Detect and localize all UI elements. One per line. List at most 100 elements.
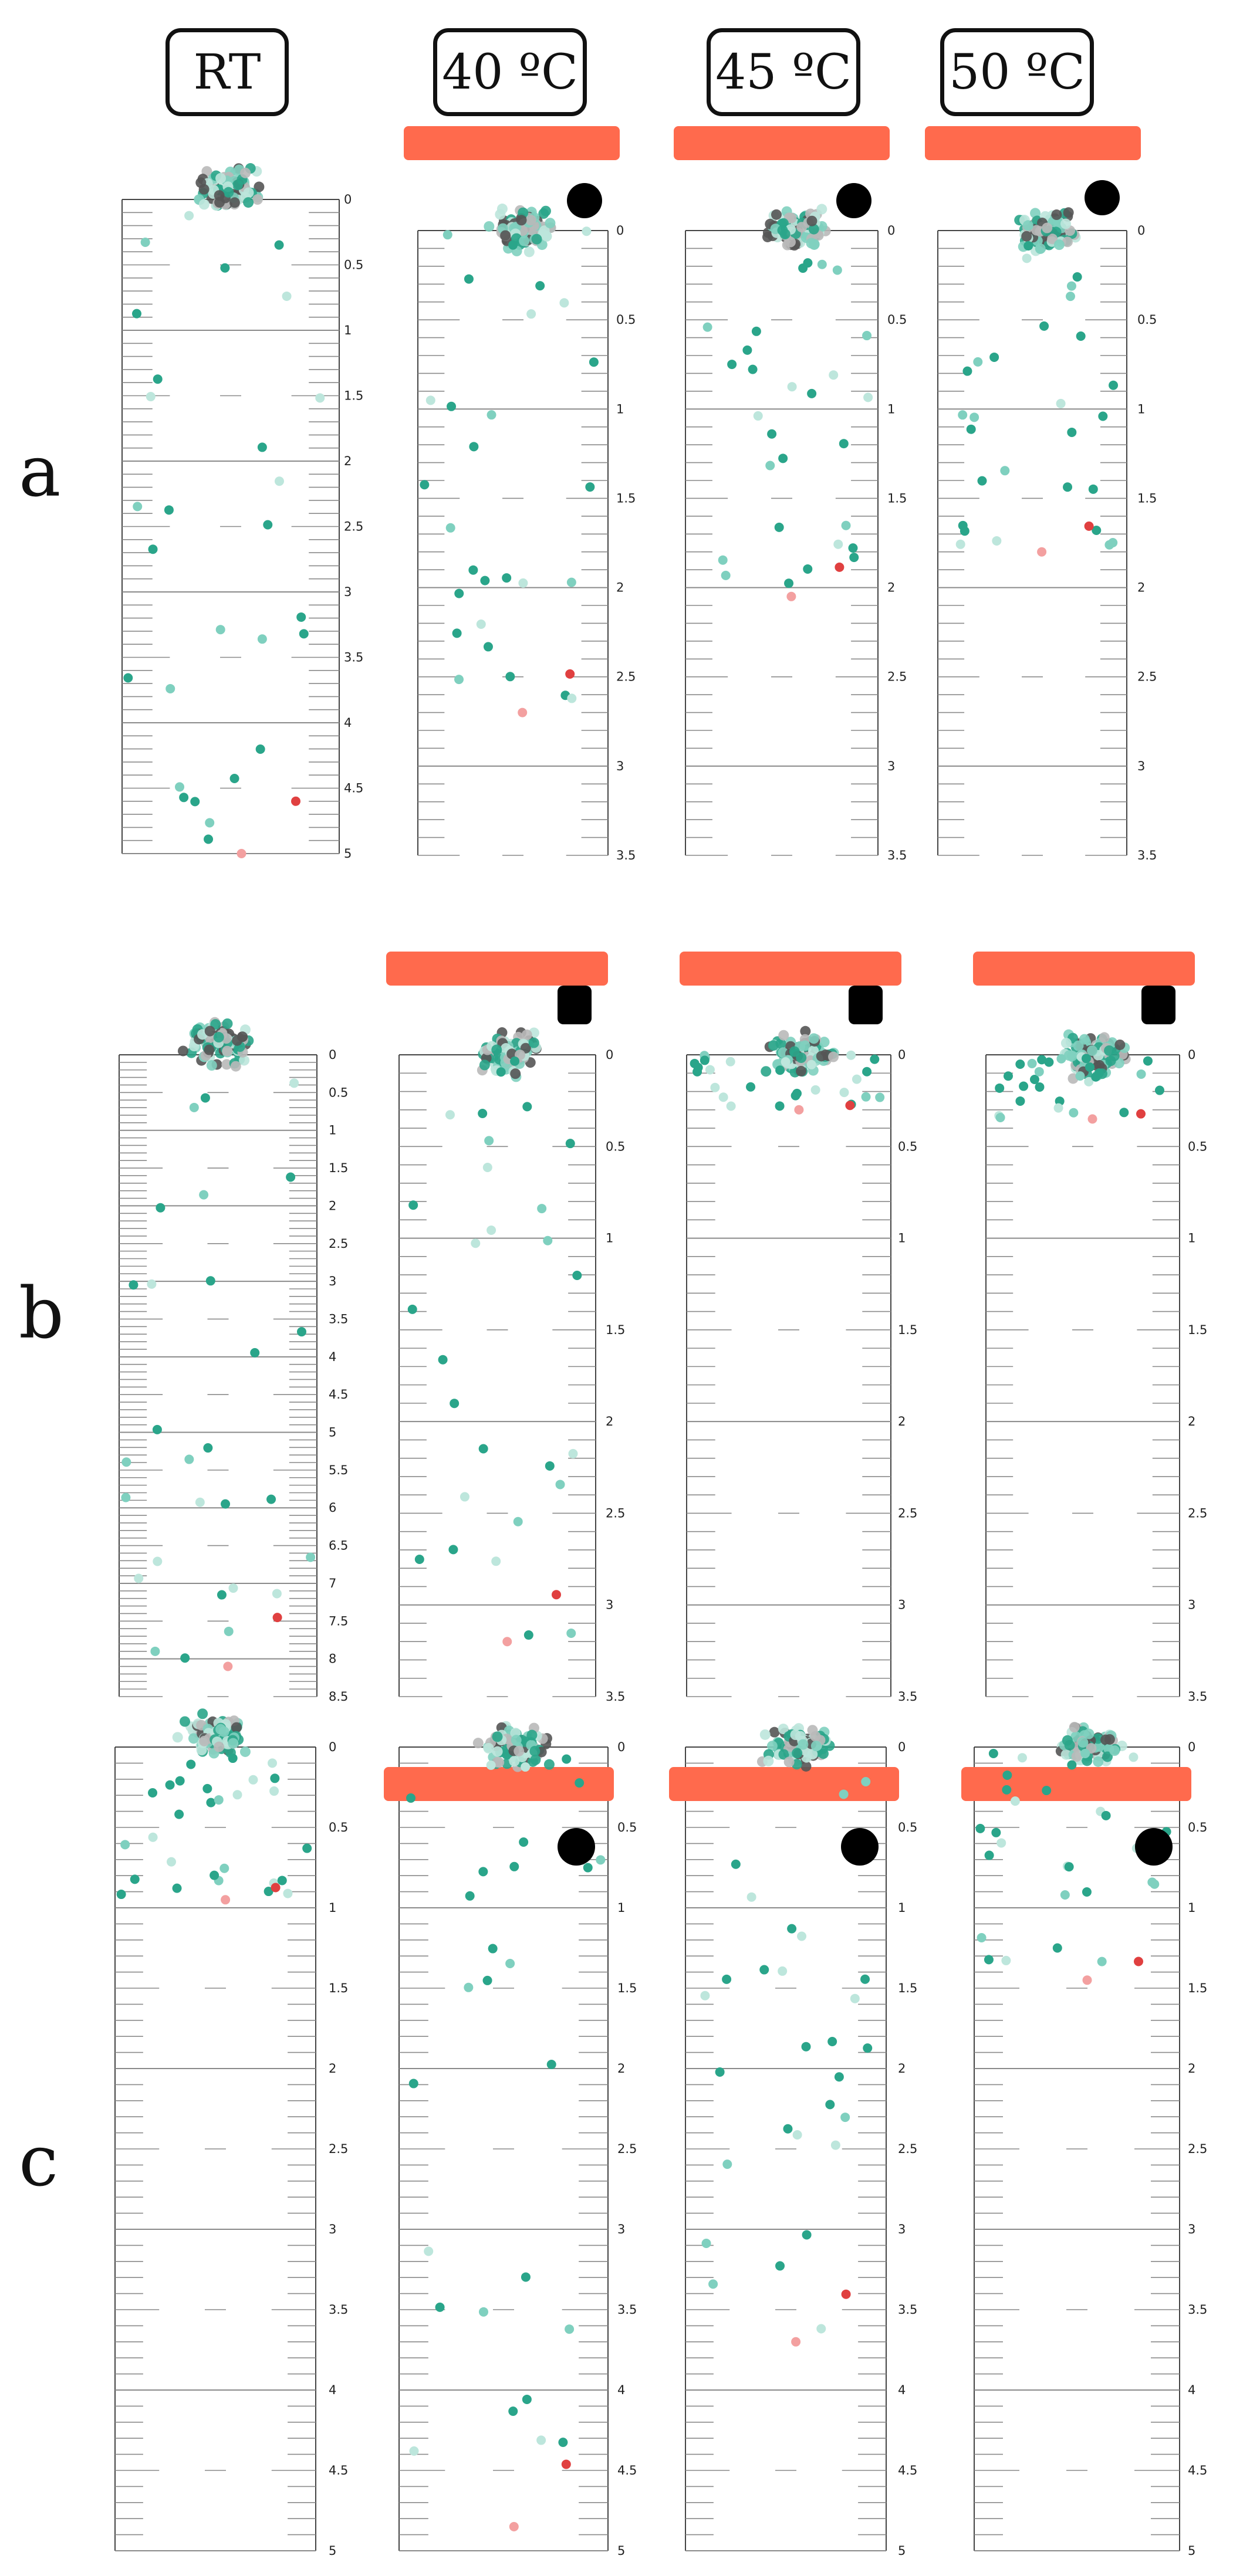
particle-dot — [540, 205, 551, 216]
particle-dot — [1064, 1862, 1074, 1872]
particle-dot — [184, 1454, 194, 1464]
particle-dot — [289, 1078, 299, 1088]
particle-dot — [566, 577, 576, 587]
particle-dot — [133, 502, 143, 512]
ruler-tick-label: 3.5 — [898, 2303, 917, 2317]
particle-dot — [232, 1790, 242, 1800]
ruler-tick-label: 4.5 — [898, 2463, 917, 2477]
particle-dot-pink — [791, 2337, 801, 2347]
particle-dot — [483, 1743, 494, 1754]
particle-dot — [487, 1225, 496, 1235]
particle-dot — [827, 2037, 837, 2047]
particle-dot — [989, 352, 999, 362]
ruler-tick-label: 5 — [617, 2544, 625, 2558]
ruler-tick-label: 3.5 — [1188, 1690, 1207, 1704]
particle-dot — [759, 1965, 769, 1975]
particle-dot — [546, 2060, 556, 2070]
particle-dot — [543, 1759, 555, 1770]
particle-dot-red — [552, 1590, 561, 1600]
particle-dot-red — [841, 2289, 851, 2299]
ruler-tick-label: 4 — [344, 716, 352, 730]
ruler-tick-label: 1 — [1188, 1901, 1195, 1915]
particle-dot — [840, 2113, 850, 2123]
particle-dot — [778, 1966, 788, 1976]
particle-dot — [1098, 411, 1108, 421]
particle-dot — [152, 1424, 162, 1434]
particle-dot — [464, 1982, 474, 1992]
particle-dot — [1094, 1068, 1104, 1078]
ruler-tick-label: 0.5 — [344, 258, 363, 272]
panel-a-40: 0 0.5 1 1.5 2 2.5 3 3.5 — [404, 126, 636, 862]
particle-dot — [296, 612, 306, 622]
particle-dot — [471, 1238, 481, 1248]
ruler-tick-label: 3 — [1188, 1598, 1195, 1612]
particle-dot — [270, 1773, 280, 1783]
ruler-tick-label: 1 — [617, 1901, 625, 1915]
particle-dot — [863, 392, 873, 402]
particle-dot — [988, 1749, 998, 1759]
ruler-tick-label: 3 — [898, 1598, 906, 1612]
ruler-tick-label: 3.5 — [344, 651, 363, 665]
particle-dot — [1002, 1785, 1012, 1795]
particle-dot — [414, 1555, 424, 1565]
particle-dot — [519, 235, 530, 246]
particle-dot — [229, 774, 239, 784]
particle-dot — [992, 536, 1002, 546]
particle-dot — [468, 565, 478, 575]
particle-dot — [1065, 292, 1075, 302]
ruler-tick-label: 0.5 — [898, 1139, 917, 1153]
ruler-tick-label: 2.5 — [1137, 670, 1157, 684]
particle-dot — [223, 187, 234, 198]
particle-dot — [1136, 1069, 1146, 1079]
particle-dot — [482, 1975, 492, 1985]
ruler-tick-label: 3 — [329, 2222, 336, 2236]
heater-bar — [384, 1767, 614, 1801]
particle-dot — [198, 199, 210, 210]
ruler-tick-label: 3 — [616, 759, 624, 773]
particle-dot — [798, 263, 808, 273]
particle-dot — [204, 834, 214, 844]
particle-dot — [731, 1859, 741, 1869]
particle-dot — [1099, 1032, 1110, 1043]
particle-dot — [277, 1876, 287, 1886]
particle-dot — [559, 298, 569, 308]
particle-dot — [1002, 1770, 1012, 1780]
particle-dot — [148, 544, 158, 554]
particle-dot — [1073, 1040, 1084, 1051]
particle-dot — [478, 1444, 488, 1454]
particle-dot — [153, 1556, 163, 1566]
particle-dot — [589, 357, 599, 367]
ruler-tick-label: 1.5 — [898, 1323, 917, 1337]
particle-dot — [1077, 1737, 1089, 1748]
panel-a-50: 0 0.5 1 1.5 2 2.5 3 3.5 — [925, 126, 1157, 862]
particle-dot — [153, 374, 163, 384]
particle-dot — [465, 1891, 475, 1901]
ruler-tick-label: 1.5 — [616, 491, 636, 505]
ruler-tick-label: 0.5 — [329, 1085, 348, 1099]
particle-dot — [1076, 331, 1086, 341]
particle-dot — [746, 1892, 756, 1902]
particle-dot — [1042, 1786, 1052, 1796]
ruler-tick-label: 3 — [1137, 759, 1145, 773]
panel-a-rt: 0 0.5 1 1.5 2 2.5 3 3.5 4 4.5 5 — [121, 163, 363, 861]
particle-dot — [537, 1204, 547, 1214]
particle-dot — [977, 1932, 987, 1942]
ruler-tick-label: 4.5 — [1188, 2463, 1207, 2477]
particle-dot — [425, 395, 435, 405]
particle-dot — [514, 1745, 525, 1756]
particle-dot — [558, 2438, 568, 2448]
particle-dot — [264, 1887, 273, 1897]
particle-dot — [189, 1102, 199, 1112]
particle-dot — [454, 675, 464, 685]
particle-dot — [217, 1590, 227, 1600]
particle-dot — [784, 578, 794, 588]
particle-dot — [778, 1724, 789, 1735]
particle-dot — [829, 370, 839, 380]
particle-dot — [984, 1850, 994, 1860]
particle-dot — [1114, 1039, 1126, 1050]
ruler-tick-label: 7.5 — [329, 1614, 348, 1628]
particle-dot — [727, 360, 737, 370]
black-sphere — [567, 183, 602, 218]
particle-dot — [966, 424, 976, 434]
particle-dot — [690, 1058, 700, 1068]
